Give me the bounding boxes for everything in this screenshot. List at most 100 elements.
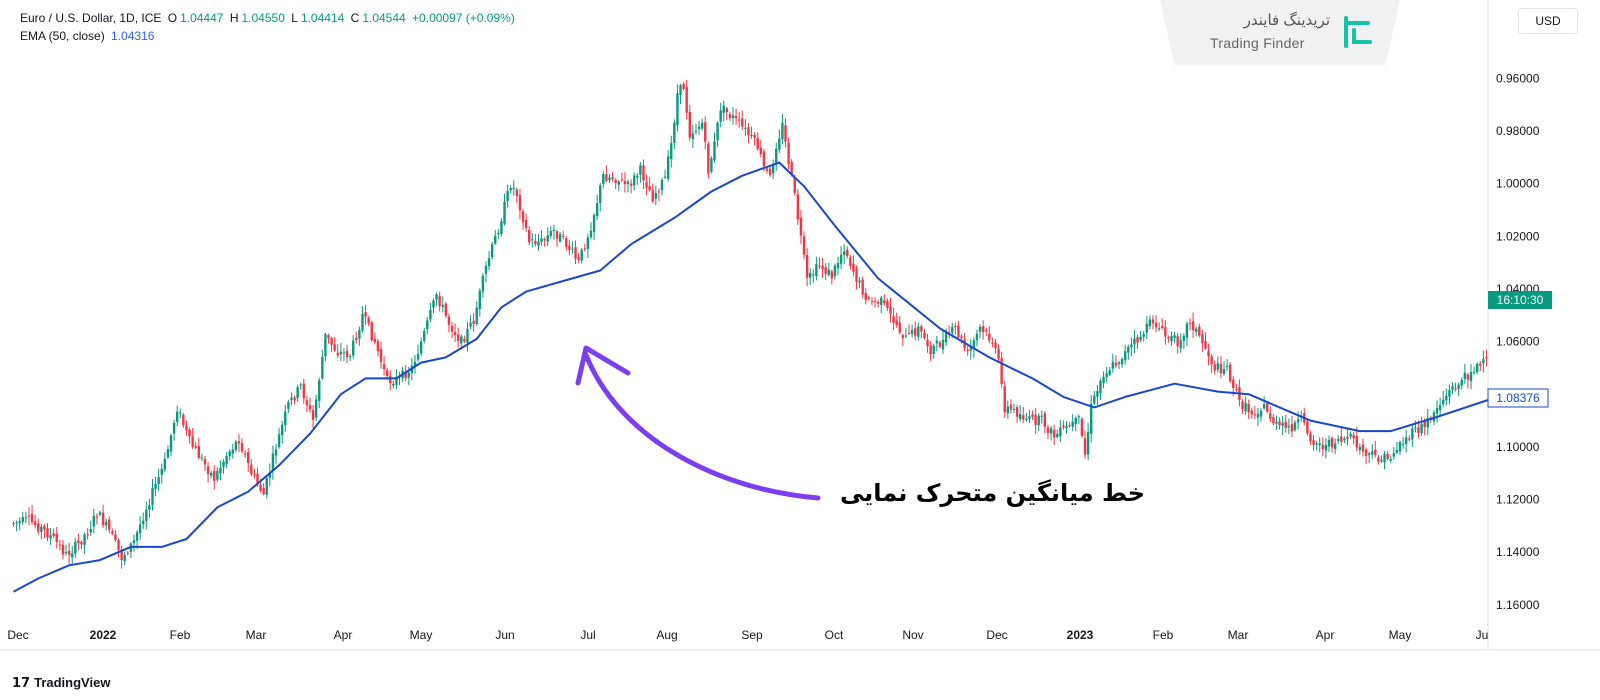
candle-body	[626, 181, 630, 184]
candle-body	[1031, 414, 1034, 417]
candle-body	[571, 248, 574, 250]
candle-body	[1188, 322, 1192, 324]
candle-body	[240, 443, 244, 452]
candle-body	[941, 339, 945, 350]
candle-body	[1216, 363, 1220, 370]
candle-body	[1086, 431, 1090, 455]
candle-body	[1090, 403, 1093, 434]
candle-body	[682, 83, 685, 89]
candle-body	[151, 488, 154, 505]
candle-body	[700, 122, 704, 129]
candle-body	[750, 135, 753, 137]
candle-body	[713, 141, 716, 161]
candle-body	[441, 304, 444, 307]
candle-body	[1185, 323, 1189, 338]
candle-body	[1423, 421, 1426, 428]
candle-body	[561, 235, 565, 237]
candle-body	[1154, 322, 1158, 328]
candle-body	[759, 147, 763, 154]
y-tick-label: 0.98000	[1496, 124, 1540, 138]
candle-body	[864, 292, 867, 301]
candle-body	[1482, 359, 1485, 364]
candle-body	[1392, 453, 1396, 457]
candle-body	[413, 361, 417, 368]
candle-body	[747, 127, 750, 136]
candle-body	[111, 531, 114, 534]
candle-body	[86, 534, 89, 536]
candle-body	[1438, 405, 1442, 410]
candle-body	[52, 533, 55, 537]
candle-body	[1451, 386, 1454, 390]
candle-body	[997, 348, 1000, 359]
candle-body	[30, 513, 34, 522]
candle-body	[1191, 321, 1195, 331]
y-tick-label: 1.00000	[1496, 177, 1540, 191]
candle-body	[506, 190, 509, 202]
candle-body	[654, 193, 658, 199]
x-tick-label: Feb	[1153, 628, 1174, 642]
candle-body	[438, 296, 441, 307]
candle-body	[1355, 435, 1358, 448]
candle-body	[494, 235, 497, 244]
ema-label[interactable]: EMA (50, close)	[20, 29, 105, 43]
candle-body	[1287, 426, 1291, 428]
symbol-legend: Euro / U.S. Dollar, 1D, ICE O 1.04447 H 1.…	[20, 11, 518, 25]
candle-body	[163, 459, 167, 470]
candle-body	[809, 272, 812, 278]
candle-body	[1259, 410, 1263, 417]
x-tick-label: Jul	[580, 628, 595, 642]
candle-body	[1207, 350, 1210, 357]
candle-body	[145, 509, 148, 521]
candle-body	[1417, 427, 1420, 434]
candle-body	[1056, 433, 1059, 437]
candle-body	[166, 449, 170, 458]
candle-body	[1411, 428, 1414, 440]
candle-body	[731, 115, 735, 118]
candle-body	[503, 201, 506, 224]
candle-body	[1012, 408, 1016, 410]
candle-body	[444, 303, 448, 316]
candle-body	[287, 402, 290, 409]
candle-body	[849, 257, 852, 266]
candle-body	[1003, 386, 1006, 412]
candle-body	[589, 230, 593, 238]
candle-body	[18, 520, 21, 523]
candle-body	[1049, 428, 1053, 434]
candle-body	[534, 240, 537, 245]
y-tick-label: 1.06000	[1496, 335, 1540, 349]
candle-body	[484, 265, 488, 274]
candle-body	[253, 474, 256, 476]
candle-body	[432, 300, 435, 308]
candle-body	[812, 274, 815, 276]
candle-body	[392, 383, 395, 386]
candle-body	[277, 434, 281, 447]
candle-body	[1037, 415, 1040, 426]
candle-body	[1250, 410, 1253, 415]
candle-body	[250, 464, 253, 475]
candle-body	[206, 466, 210, 474]
candle-body	[1009, 404, 1013, 410]
candle-body	[373, 338, 377, 343]
candle-body	[707, 143, 710, 174]
candle-body	[1293, 422, 1297, 430]
candle-body	[1321, 444, 1324, 449]
symbol-name[interactable]: Euro / U.S. Dollar, 1D, ICE	[20, 11, 162, 25]
x-tick-label: 2022	[90, 628, 117, 642]
candle-body	[867, 297, 871, 299]
candle-body	[710, 158, 713, 172]
candle-body	[101, 512, 105, 526]
candle-body	[172, 422, 176, 434]
candle-body	[994, 342, 997, 349]
x-tick-label: Feb	[170, 628, 191, 642]
currency-button[interactable]: USD	[1518, 8, 1578, 34]
candle-body	[1244, 402, 1247, 412]
candle-body	[796, 194, 800, 220]
candle-body	[1000, 357, 1003, 384]
candle-body	[880, 297, 883, 305]
candle-body	[1272, 417, 1275, 424]
time-badge	[1488, 291, 1552, 309]
candle-body	[639, 165, 642, 175]
candle-body	[1281, 422, 1284, 426]
candle-body	[753, 134, 756, 138]
